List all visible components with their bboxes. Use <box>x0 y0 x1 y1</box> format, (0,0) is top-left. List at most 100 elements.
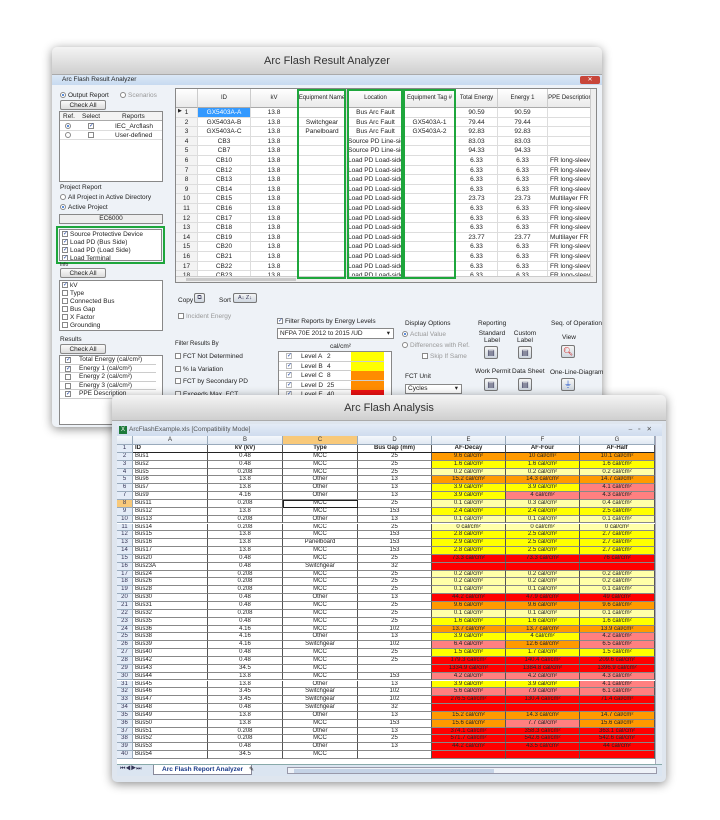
sheet-cell[interactable]: 153 <box>358 531 432 540</box>
energy-cell[interactable]: 0.2 cal/cm² <box>580 468 655 477</box>
energy-cell[interactable]: 73.3 cal/cm² <box>506 554 580 563</box>
energy-cell[interactable]: 10.1 cal/cm² <box>580 452 655 461</box>
energy-cell[interactable]: 3.9 cal/cm² <box>432 484 506 493</box>
grid-row[interactable]: 10 CB15 13.8 Load PD Load-side 23.73 23.73 Mul… <box>176 194 593 204</box>
grid-row[interactable]: 6 CB10 13.8 Load PD Load-side 6.33 6.33 FR lon… <box>176 156 593 166</box>
energy-cell[interactable]: 4.1 cal/cm² <box>580 680 655 689</box>
energy-cell[interactable] <box>506 562 580 571</box>
sheet-cell[interactable]: 153 <box>358 719 432 728</box>
sheet-cell[interactable]: MCC <box>283 751 358 759</box>
sheet-cell[interactable]: 0.208 <box>208 586 283 595</box>
sheet-cell[interactable]: Bus45 <box>133 680 208 689</box>
energy-cell[interactable] <box>580 562 655 571</box>
energy-level-row[interactable]: ✓ Level D 25 <box>279 380 384 390</box>
sheet-cell[interactable]: Other <box>283 476 358 485</box>
sheet-cell[interactable]: 0.208 <box>208 515 283 524</box>
energy-cell[interactable]: 0 cal/cm² <box>432 523 506 532</box>
sheet-row[interactable]: 35 Bus49 13.8 Other 13 15.2 cal/cm² 14.3 cal/c… <box>117 711 655 720</box>
sheet-cell[interactable]: Switchgear <box>283 562 358 571</box>
fct-unit-dropdown[interactable]: Cycles ▾ <box>405 384 462 394</box>
energy-cell[interactable]: 4.2 cal/cm² <box>506 672 580 681</box>
sheet-cell[interactable]: Bus46 <box>133 688 208 697</box>
energy-cell[interactable]: 0.2 cal/cm² <box>432 570 506 579</box>
sheet-cell[interactable]: 0.208 <box>208 578 283 587</box>
sheet-row[interactable]: 39 Bus53 0.48 Other 13 44.2 cal/cm² 43.5 cal/c… <box>117 743 655 752</box>
sheet-cell[interactable]: 13 <box>358 633 432 642</box>
energy-cell[interactable]: 2.7 cal/cm² <box>580 539 655 548</box>
sheet-cell[interactable]: 13.8 <box>208 711 283 720</box>
energy-cell[interactable]: 4.2 cal/cm² <box>580 633 655 642</box>
sheet-cell[interactable]: Other <box>283 633 358 642</box>
energy-cell[interactable]: 15.6 cal/cm² <box>580 719 655 728</box>
sheet-cell[interactable]: MCC <box>283 499 358 508</box>
energy-cell[interactable] <box>580 751 655 759</box>
results-grid[interactable]: ID kV Equipment Name Location Equipment Tag … <box>175 88 597 283</box>
sheet-row[interactable]: 13 Bus16 13.8 Panelboard 153 2.9 cal/cm² 2.5 c… <box>117 539 655 548</box>
sheet-cell[interactable]: 4.16 <box>208 492 283 500</box>
sheet-cell[interactable]: MCC <box>283 586 358 595</box>
sheet-row[interactable]: 20 Bus30 0.48 Other 13 44.2 cal/cm² 47.9 cal/c… <box>117 594 655 602</box>
energy-cell[interactable]: 0.2 cal/cm² <box>506 578 580 587</box>
energy-cell[interactable]: 1.6 cal/cm² <box>432 617 506 626</box>
column-letter[interactable]: F <box>506 436 580 445</box>
sheet-cell[interactable]: Bus5 <box>133 468 208 477</box>
sheet-row[interactable]: 7 Bus9 4.16 Other 13 3.9 cal/cm² 4 cal/cm² 4.3 … <box>117 492 655 500</box>
sheet-cell[interactable]: Bus31 <box>133 602 208 610</box>
energy-cell[interactable]: 1.6 cal/cm² <box>432 460 506 469</box>
sheet-cell[interactable]: Bus35 <box>133 617 208 626</box>
sheet-cell[interactable]: Bus16 <box>133 539 208 548</box>
grid-row[interactable]: 7 CB12 13.8 Load PD Load-side 6.33 6.33 FR lon… <box>176 165 593 176</box>
sheet-cell[interactable]: 0.48 <box>208 704 283 712</box>
sheet-cell[interactable]: MCC <box>283 664 358 673</box>
energy-level-row[interactable]: ✓ Level A 2 <box>279 352 384 362</box>
grid-row[interactable]: 2 GX5403A-B 13.8 Switchgear Bus Arc Fault GX5… <box>176 117 593 128</box>
sheet-row[interactable]: 29 Bus43 34.5 MCC 1334.9 cal/cm² 1384.8 cal/c… <box>117 664 655 673</box>
sheet-cell[interactable]: Bus1 <box>133 452 208 461</box>
energy-cell[interactable]: 3.9 cal/cm² <box>506 484 580 493</box>
energy-cell[interactable]: 5.6 cal/cm² <box>432 688 506 697</box>
sheet-cell[interactable]: Other <box>283 680 358 689</box>
energy-cell[interactable]: 4 cal/cm² <box>506 492 580 500</box>
sheet-cell[interactable]: 4.16 <box>208 625 283 634</box>
sheet-cell[interactable]: MCC <box>283 523 358 532</box>
energy-cell[interactable]: 15.6 cal/cm² <box>432 719 506 728</box>
results-item[interactable]: ✓ Energy 1 (cal/cm²) <box>60 365 156 373</box>
all-project-radio[interactable]: All Project in Active Directory <box>60 194 151 201</box>
sheet-cell[interactable]: MCC <box>283 719 358 728</box>
energy-cell[interactable]: 2.4 cal/cm² <box>432 507 506 516</box>
energy-cell[interactable]: 4.2 cal/cm² <box>432 672 506 681</box>
energy-cell[interactable]: 140.4 cal/cm² <box>506 656 580 665</box>
sheet-cell[interactable]: Switchgear <box>283 696 358 705</box>
output-report-radio[interactable]: Output Report <box>60 92 109 99</box>
sheet-cell[interactable]: 25 <box>358 656 432 665</box>
scenarios-radio[interactable]: Scenarios <box>120 92 157 99</box>
info-item[interactable]: Grounding <box>62 322 100 329</box>
sheet-cell[interactable]: Other <box>283 484 358 493</box>
energy-cell[interactable]: 0.1 cal/cm² <box>580 586 655 595</box>
energy-cell[interactable]: 73.3 cal/cm² <box>432 554 506 563</box>
sheet-row[interactable]: 32 Bus46 3.45 Switchgear 102 5.6 cal/cm² 7.9 c… <box>117 688 655 697</box>
select-all-corner[interactable] <box>117 436 133 445</box>
info-item[interactable]: Connected Bus <box>62 298 114 305</box>
sheet-cell[interactable]: Bus54 <box>133 751 208 759</box>
energy-cell[interactable]: 10 cal/cm² <box>506 452 580 461</box>
sheet-cell[interactable]: 25 <box>358 602 432 610</box>
sheet-row[interactable]: 40 Bus54 34.5 MCC <box>117 751 655 759</box>
sheet-row[interactable]: 33 Bus47 3.45 Switchgear 102 276.5 cal/cm² 130… <box>117 696 655 705</box>
sheet-row[interactable]: 19 Bus28 0.208 MCC 25 0.1 cal/cm² 0.1 cal/cm² 0… <box>117 586 655 595</box>
column-letter[interactable]: A <box>133 436 208 445</box>
results-item[interactable]: ✓ PPE Description <box>60 390 156 399</box>
results-item[interactable]: ✓ Total Energy (cal/cm²) <box>60 356 156 365</box>
column-header[interactable]: Equipment Name <box>298 89 347 108</box>
sheet-cell[interactable]: 153 <box>358 539 432 548</box>
energy-cell[interactable]: 13.9 cal/cm² <box>580 625 655 634</box>
sheet-cell[interactable]: Bus13 <box>133 515 208 524</box>
sheet-row[interactable]: 28 Bus42 0.48 MCC 25 179.3 cal/cm² 140.4 cal/c… <box>117 656 655 665</box>
sheet-row[interactable]: 31 Bus45 13.8 Other 13 3.9 cal/cm² 3.9 cal/cm²… <box>117 680 655 689</box>
sheet-cell[interactable]: Bus51 <box>133 727 208 736</box>
energy-standard-dropdown[interactable]: NFPA 70E 2012 to 2015 /UD ▾ <box>277 328 394 339</box>
sheet-cell[interactable]: 102 <box>358 625 432 634</box>
location-item[interactable]: ✓ Load Terminal <box>62 255 111 262</box>
sheet-cell[interactable]: Bus36 <box>133 625 208 634</box>
